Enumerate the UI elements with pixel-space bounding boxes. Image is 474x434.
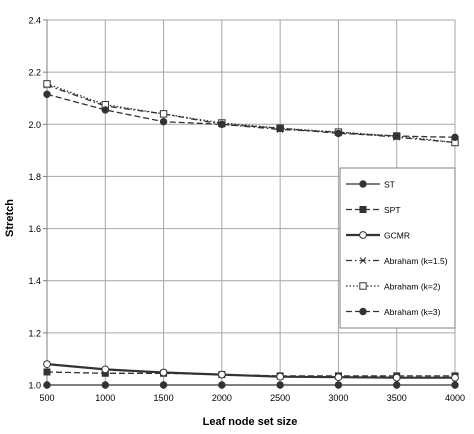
tick-labels: 1.0 1.2 1.4 1.6 1.8 2.0 2.2 2.4 500 1000 1500 2000 2… bbox=[28, 16, 465, 404]
data-point bbox=[101, 106, 109, 114]
y-tick-label: 1.2 bbox=[28, 328, 41, 338]
data-point bbox=[359, 180, 367, 188]
series-line bbox=[46, 93, 456, 138]
legend-entry: Abraham (k=3) bbox=[346, 307, 441, 317]
legend-entry: Abraham (k=2) bbox=[346, 282, 441, 292]
x-tick-label: 3000 bbox=[328, 393, 348, 403]
data-point bbox=[276, 381, 284, 389]
y-tick-label: 2.0 bbox=[28, 120, 41, 130]
data-point bbox=[392, 373, 401, 382]
series-2 bbox=[43, 360, 459, 382]
legend-label: ST bbox=[384, 180, 395, 190]
legend-label: Abraham (k=2) bbox=[384, 282, 441, 292]
legend-label: GCMR bbox=[384, 231, 410, 241]
series-line bbox=[46, 363, 455, 379]
y-tick-label: 1.8 bbox=[28, 172, 41, 182]
data-point bbox=[334, 373, 343, 382]
y-axis-title: Stretch bbox=[4, 199, 16, 237]
legend-box bbox=[339, 167, 456, 329]
x-tick-label: 1500 bbox=[154, 393, 174, 403]
x-axis-title: Leaf node set size bbox=[203, 416, 298, 428]
x-tick-label: 2500 bbox=[270, 393, 290, 403]
series-line bbox=[46, 84, 456, 144]
data-point bbox=[359, 257, 367, 264]
legend-label: Abraham (k=3) bbox=[384, 307, 441, 317]
data-point bbox=[359, 282, 367, 290]
y-tick-label: 1.4 bbox=[28, 276, 41, 286]
data-point bbox=[218, 120, 226, 128]
data-point bbox=[43, 90, 51, 99]
legend: ST SPT GCMR Abraham (k=1.5) Abraham (k=2) Abr… bbox=[339, 167, 456, 329]
x-tick-label: 3500 bbox=[387, 393, 407, 403]
data-point bbox=[359, 307, 367, 316]
series-layer bbox=[43, 80, 459, 389]
data-point bbox=[101, 381, 109, 389]
x-tick-label: 500 bbox=[39, 393, 54, 403]
data-point bbox=[43, 360, 51, 369]
x-tick-label: 2000 bbox=[212, 393, 232, 403]
x-tick-label: 4000 bbox=[445, 393, 465, 403]
data-point bbox=[334, 129, 343, 138]
x-tick-label: 1000 bbox=[95, 393, 115, 403]
legend-label: Abraham (k=1.5) bbox=[384, 256, 448, 266]
data-point bbox=[393, 381, 401, 389]
legend-entry: ST bbox=[346, 180, 395, 190]
data-point bbox=[43, 368, 51, 376]
data-point bbox=[159, 110, 168, 118]
data-point bbox=[159, 381, 168, 389]
data-point bbox=[276, 124, 284, 132]
y-tick-label: 1.0 bbox=[28, 381, 41, 391]
y-tick-label: 2.2 bbox=[28, 68, 41, 78]
data-point bbox=[101, 365, 110, 374]
data-point bbox=[43, 80, 51, 88]
data-point bbox=[218, 381, 226, 389]
legend-entry: SPT bbox=[346, 205, 401, 215]
data-point bbox=[43, 381, 51, 389]
data-point bbox=[217, 370, 226, 379]
series-5 bbox=[43, 90, 459, 142]
data-point bbox=[451, 373, 459, 382]
data-point-stroke bbox=[359, 257, 367, 264]
y-tick-label: 2.4 bbox=[28, 16, 41, 26]
series-line bbox=[46, 371, 455, 377]
data-point bbox=[451, 133, 459, 142]
legend-entry: Abraham (k=1.5) bbox=[346, 256, 448, 266]
data-point bbox=[334, 381, 343, 389]
data-point bbox=[359, 231, 367, 239]
data-point bbox=[393, 132, 401, 140]
y-tick-label: 1.6 bbox=[28, 224, 41, 234]
series-0 bbox=[43, 381, 459, 389]
data-point bbox=[359, 206, 367, 213]
legend-label: SPT bbox=[384, 205, 401, 215]
data-point bbox=[276, 372, 285, 381]
data-point bbox=[451, 381, 459, 389]
data-point bbox=[159, 117, 168, 126]
data-point bbox=[159, 368, 168, 377]
legend-entry: GCMR bbox=[346, 231, 410, 241]
